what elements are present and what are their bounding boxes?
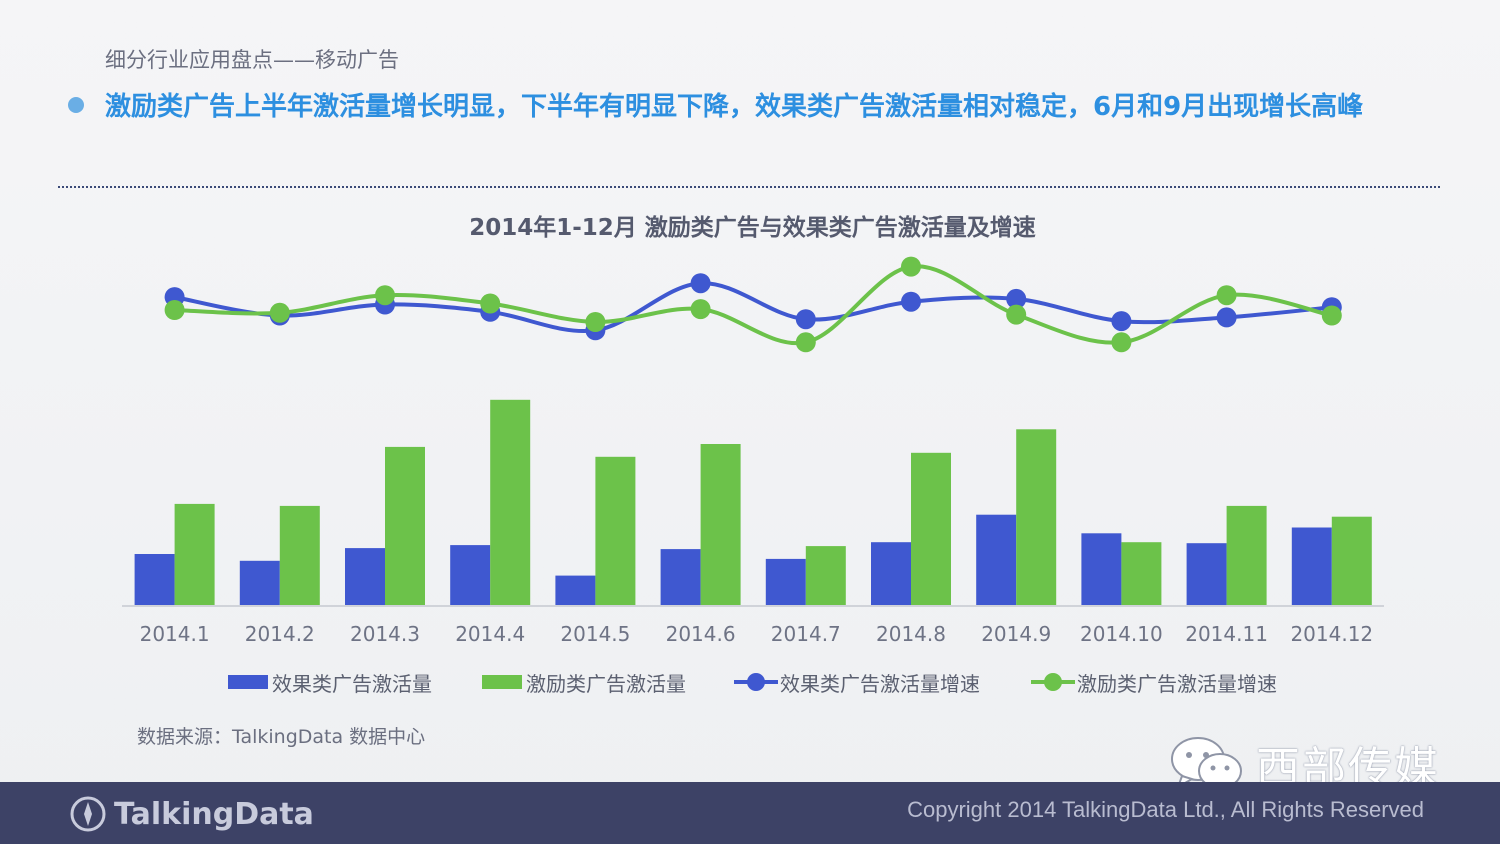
bars-layer xyxy=(134,399,1372,606)
bar-effect-2014.3 xyxy=(345,548,385,606)
legend-swatch-effect-growth xyxy=(734,672,778,692)
x-tick-label: 2014.6 xyxy=(666,622,736,646)
legend-item-incentive-growth: 激励类广告激活量增速 xyxy=(1031,666,1277,698)
point-incentive-growth-2014.6 xyxy=(690,299,711,320)
point-incentive-growth-2014.5 xyxy=(585,312,606,332)
x-tick-label: 2014.10 xyxy=(1080,622,1163,646)
combo-chart: 2014.1 2014.2 2014.3 2014.4 2014.5 2014.6 2014… xyxy=(122,256,1384,646)
point-incentive-growth-2014.8 xyxy=(901,256,921,277)
bar-incentive-2014.1 xyxy=(174,503,215,606)
x-tick-label: 2014.7 xyxy=(771,622,841,646)
bar-incentive-2014.12 xyxy=(1331,516,1372,606)
bar-incentive-2014.2 xyxy=(279,505,320,606)
point-incentive-growth-2014.4 xyxy=(480,293,501,314)
bar-incentive-2014.3 xyxy=(385,446,425,606)
bar-effect-2014.1 xyxy=(134,554,175,606)
legend-label: 激励类广告激活量增速 xyxy=(1077,671,1277,696)
point-incentive-growth-2014.7 xyxy=(795,332,816,353)
bar-incentive-2014.4 xyxy=(490,399,531,606)
point-effect-growth-2014.7 xyxy=(795,309,816,330)
bar-effect-2014.7 xyxy=(765,558,806,606)
bullet-icon xyxy=(68,97,84,113)
section-label: 细分行业应用盘点——移动广告 xyxy=(105,48,399,72)
point-incentive-growth-2014.11 xyxy=(1216,285,1237,306)
bar-incentive-2014.7 xyxy=(805,546,846,606)
point-incentive-growth-2014.1 xyxy=(164,300,185,320)
point-effect-growth-2014.6 xyxy=(690,273,711,294)
bar-effect-2014.9 xyxy=(976,514,1017,606)
x-tick-labels: 2014.1 2014.2 2014.3 2014.4 2014.5 2014.6 2014… xyxy=(140,622,1374,646)
x-tick-label: 2014.3 xyxy=(350,622,420,646)
bar-effect-2014.4 xyxy=(450,545,491,606)
x-tick-label: 2014.2 xyxy=(245,622,315,646)
footer-bar: TalkingData Copyright 2014 TalkingData L… xyxy=(0,782,1500,844)
point-effect-growth-2014.10 xyxy=(1111,311,1132,332)
x-tick-label: 2014.5 xyxy=(560,622,630,646)
bar-effect-2014.10 xyxy=(1081,533,1122,606)
lines-layer xyxy=(164,256,1342,353)
chart-title: 2014年1-12月 激励类广告与效果类广告激活量及增速 xyxy=(469,215,1036,241)
legend-label: 效果类广告激活量 xyxy=(272,671,432,696)
bar-incentive-2014.6 xyxy=(700,444,741,606)
copyright-text: Copyright 2014 TalkingData Ltd., All Rig… xyxy=(907,797,1424,822)
legend-swatch-incentive-volume xyxy=(482,675,522,689)
x-tick-label: 2014.1 xyxy=(140,622,210,646)
headline: 激励类广告上半年激活量增长明显，下半年有明显下降，效果类广告激活量相对稳定，6月… xyxy=(105,92,1364,122)
legend-item-effect-volume: 效果类广告激活量 xyxy=(228,666,432,698)
data-source-note: 数据来源：TalkingData 数据中心 xyxy=(137,726,426,748)
bar-incentive-2014.10 xyxy=(1121,542,1162,606)
footer-brand: TalkingData xyxy=(70,794,314,834)
talkingdata-logo-icon xyxy=(70,796,106,832)
footer-brand-name: TalkingData xyxy=(114,796,314,832)
line-incentive-growth xyxy=(174,264,1333,346)
legend-item-effect-growth: 效果类广告激活量增速 xyxy=(734,666,980,698)
legend-swatch-effect-volume xyxy=(228,675,268,689)
bar-effect-2014.2 xyxy=(239,560,280,606)
bar-effect-2014.11 xyxy=(1186,543,1227,606)
x-tick-label: 2014.11 xyxy=(1185,622,1268,646)
bar-effect-2014.5 xyxy=(555,575,596,606)
point-incentive-growth-2014.12 xyxy=(1321,305,1342,326)
bar-incentive-2014.9 xyxy=(1016,429,1057,606)
bar-incentive-2014.11 xyxy=(1226,505,1267,606)
x-tick-label: 2014.9 xyxy=(981,622,1051,646)
legend-item-incentive-volume: 激励类广告激活量 xyxy=(482,666,686,698)
point-incentive-growth-2014.3 xyxy=(375,285,395,306)
legend-label: 效果类广告激活量增速 xyxy=(780,671,980,696)
point-effect-growth-2014.11 xyxy=(1216,307,1237,328)
point-incentive-growth-2014.9 xyxy=(1006,304,1027,325)
chart-legend: 效果类广告激活量 激励类广告激活量 效果类广告激活量增速 激励类广告激活量增速 xyxy=(0,666,1500,698)
x-tick-label: 2014.12 xyxy=(1290,622,1373,646)
bar-effect-2014.6 xyxy=(660,549,701,606)
point-incentive-growth-2014.2 xyxy=(269,302,290,323)
bar-effect-2014.12 xyxy=(1291,527,1332,606)
line-effect-growth xyxy=(174,281,1332,334)
legend-swatch-incentive-growth xyxy=(1031,672,1075,692)
bar-incentive-2014.5 xyxy=(595,456,636,606)
x-tick-label: 2014.4 xyxy=(455,622,525,646)
point-effect-growth-2014.8 xyxy=(901,291,921,312)
bar-incentive-2014.8 xyxy=(911,452,951,606)
point-effect-growth-2014.9 xyxy=(1006,288,1027,309)
legend-label: 激励类广告激活量 xyxy=(526,671,686,696)
point-incentive-growth-2014.10 xyxy=(1111,332,1132,353)
bar-effect-2014.8 xyxy=(871,542,911,606)
x-tick-label: 2014.8 xyxy=(876,622,946,646)
dotted-divider xyxy=(58,186,1440,188)
